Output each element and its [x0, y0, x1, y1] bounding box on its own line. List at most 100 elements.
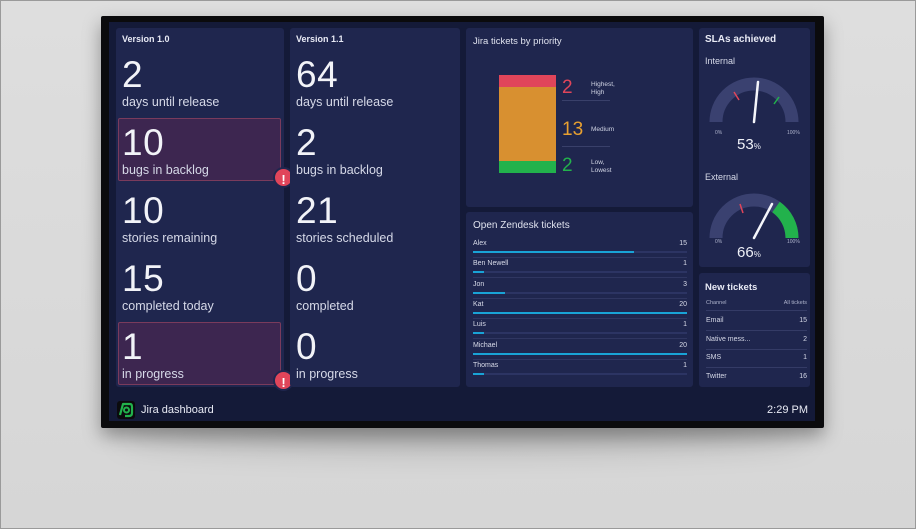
sla-internal-gauge	[709, 77, 799, 124]
ticket-count: 20	[679, 341, 687, 349]
gauge-min-label: 0%	[715, 239, 723, 245]
bar-track	[473, 271, 687, 274]
row-divider	[473, 297, 687, 299]
channel-name: Native mess...	[706, 335, 751, 343]
sla-external-value: 66%	[737, 244, 761, 261]
metric-label: stories remaining	[122, 231, 218, 245]
priority-label-medium: Medium	[591, 126, 614, 134]
metric-value: 0	[296, 326, 318, 367]
metric-value: 0	[296, 258, 318, 299]
priority-label-low: Low, Lowest	[591, 159, 612, 175]
agent-name: Alex	[473, 240, 487, 247]
gauge-max-label: 100%	[787, 239, 800, 245]
label-line: Medium	[591, 126, 615, 133]
gauge-needle	[752, 202, 774, 240]
alert-highlight	[118, 118, 281, 181]
zendesk-row: Thomas 1	[473, 362, 687, 382]
metric-label: bugs in backlog	[122, 163, 209, 177]
bar-fill	[473, 251, 634, 253]
priority-divider	[562, 146, 610, 147]
agent-name: Michael	[473, 341, 498, 349]
ticket-count: 1	[803, 354, 807, 361]
new-tickets-panel: New tickets Channel All tickets Email 15 N…	[699, 273, 810, 387]
metric-value: 10	[122, 122, 165, 163]
agent-name: Luis	[473, 321, 486, 329]
table-divider	[706, 367, 807, 368]
gauge-fill-green	[771, 201, 799, 239]
bar-segment-medium	[499, 87, 556, 161]
gauge-tick-red	[739, 203, 744, 214]
table-divider	[706, 310, 807, 311]
priority-panel: Jira tickets by priority 2 Highest, High…	[466, 28, 693, 207]
dashboard-screen: Version 1.0 2 days until release 10 bugs…	[109, 22, 815, 421]
bar-track	[473, 251, 687, 253]
gauge-track	[709, 77, 799, 123]
footer-bar: Jira dashboard 2:29 PM	[109, 396, 815, 421]
label-line: Lowest	[591, 166, 612, 174]
alert-highlight	[118, 322, 281, 385]
zendesk-row: Jon 3	[473, 281, 687, 301]
sla-internal-label: Internal	[705, 56, 736, 66]
row-divider	[473, 317, 687, 319]
ticket-count: 2	[803, 335, 807, 343]
panel-title: New tickets	[705, 282, 758, 293]
table-row: Email 15	[706, 317, 807, 324]
metric-value: 64	[296, 54, 339, 95]
metric-label: stories scheduled	[296, 231, 394, 245]
gauge-needle	[752, 80, 760, 124]
table-divider	[706, 330, 807, 331]
sla-external-gauge	[709, 193, 799, 240]
label-line: Highest,	[591, 81, 615, 88]
column-header: All tickets	[783, 300, 807, 306]
row-divider	[473, 338, 687, 340]
gauge-min-label: 0%	[715, 130, 723, 136]
ticket-count: 1	[683, 361, 687, 369]
table-divider	[706, 348, 807, 350]
zendesk-row: Alex 15	[473, 240, 687, 260]
clock: 2:29 PM	[767, 404, 808, 416]
bar-segment-low	[499, 161, 556, 173]
bar-track	[473, 372, 687, 375]
priority-divider	[562, 100, 610, 101]
gauge-unit: %	[753, 142, 761, 151]
metric-value: 21	[296, 190, 339, 231]
gauge-value: 66	[737, 244, 754, 261]
zendesk-panel: Open Zendesk tickets Alex 15 Ben Newell 1 Jo…	[466, 212, 693, 387]
metric-label: completed today	[122, 299, 214, 313]
bar-fill	[473, 352, 687, 355]
gauge-unit: %	[753, 250, 761, 259]
zendesk-row: Michael 20	[473, 342, 687, 362]
ticket-count: 3	[683, 280, 687, 288]
bar-fill	[473, 271, 484, 274]
bar-fill	[473, 311, 687, 314]
version-1-0-panel: Version 1.0 2 days until release 10 bugs…	[116, 28, 284, 387]
panel-title: Version 1.0	[122, 34, 170, 44]
gauge-tick-green	[773, 96, 780, 105]
ticket-count: 15	[679, 240, 687, 247]
metric-value: 2	[122, 54, 144, 95]
metric-value: 1	[122, 326, 144, 367]
ticket-count: 20	[679, 300, 687, 308]
label-line: Low,	[591, 159, 605, 166]
zendesk-row: Kat 20	[473, 301, 687, 321]
zendesk-row: Luis 1	[473, 321, 687, 341]
ticket-count: 1	[683, 321, 687, 329]
metric-value: 2	[296, 122, 318, 163]
row-divider	[473, 257, 687, 258]
table-row: SMS 1	[706, 354, 807, 361]
bar-track	[473, 311, 687, 314]
ticket-count: 1	[683, 260, 687, 268]
gauge-tick-red	[733, 91, 740, 101]
panel-title: Open Zendesk tickets	[473, 220, 570, 231]
panel-title: Version 1.1	[296, 34, 344, 44]
column-header: Channel	[706, 300, 727, 306]
jira-logo-icon	[117, 401, 135, 419]
bar-track	[473, 291, 687, 294]
agent-name: Kat	[473, 300, 484, 308]
gauge-value: 53	[737, 136, 754, 153]
channel-name: SMS	[706, 354, 722, 361]
metric-label: in progress	[296, 367, 358, 381]
zendesk-row: Ben Newell 1	[473, 260, 687, 280]
sla-panel: SLAs achieved Internal 0% 100% 53% Exter…	[699, 28, 810, 267]
panel-title: Jira tickets by priority	[473, 36, 562, 47]
